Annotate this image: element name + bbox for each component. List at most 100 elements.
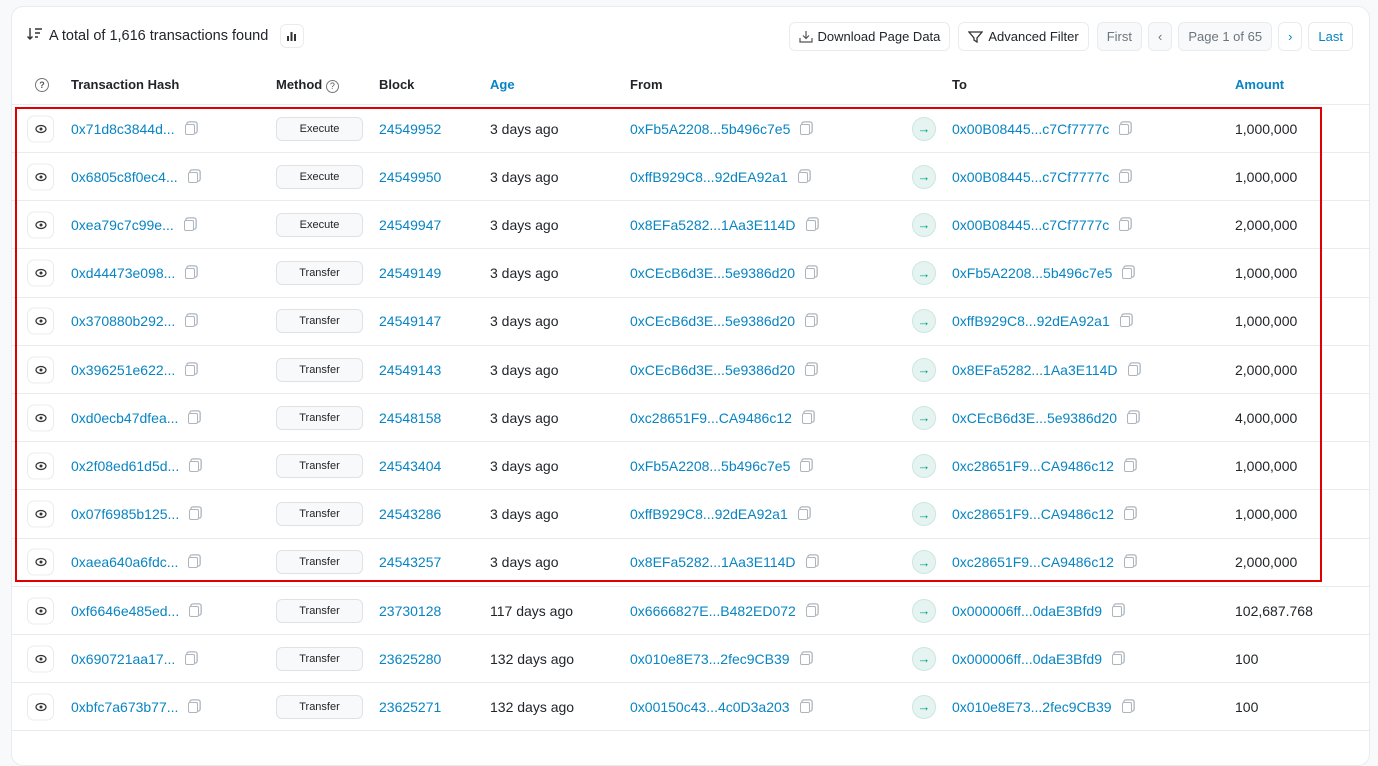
block-link[interactable]: 24543286 bbox=[379, 506, 442, 523]
copy-icon[interactable] bbox=[805, 364, 816, 376]
tx-hash-link[interactable]: 0xd44473e098... bbox=[71, 265, 176, 282]
copy-icon[interactable] bbox=[805, 316, 816, 328]
from-address-link[interactable]: 0xc28651F9...CA9486c12 bbox=[630, 409, 792, 426]
eye-icon[interactable] bbox=[27, 356, 54, 383]
to-address-link[interactable]: 0xc28651F9...CA9486c12 bbox=[952, 506, 1114, 523]
copy-icon[interactable] bbox=[1127, 412, 1138, 424]
from-address-link[interactable]: 0x00150c43...4c0D3a203 bbox=[630, 698, 790, 715]
col-amount[interactable]: Amount bbox=[1235, 77, 1285, 92]
from-address-link[interactable]: 0x8EFa5282...1Aa3E114D bbox=[630, 216, 796, 233]
copy-icon[interactable] bbox=[188, 557, 199, 569]
eye-icon[interactable] bbox=[27, 452, 54, 480]
col-age[interactable]: Age bbox=[490, 77, 515, 92]
tx-hash-link[interactable]: 0x71d8c3844d... bbox=[71, 120, 175, 137]
help-icon[interactable]: ? bbox=[35, 78, 49, 92]
tx-hash-link[interactable]: 0xf6646e485ed... bbox=[71, 602, 180, 619]
tx-hash-link[interactable]: 0x2f08ed61d5d... bbox=[71, 457, 180, 474]
copy-icon[interactable] bbox=[1122, 268, 1133, 280]
eye-icon[interactable] bbox=[27, 307, 54, 335]
copy-icon[interactable] bbox=[189, 605, 200, 617]
first-page-button[interactable]: First bbox=[1096, 22, 1142, 51]
copy-icon[interactable] bbox=[1119, 171, 1130, 183]
copy-icon[interactable] bbox=[185, 268, 196, 280]
eye-icon[interactable] bbox=[27, 693, 54, 721]
from-address-link[interactable]: 0xffB929C8...92dEA92a1 bbox=[630, 168, 788, 185]
to-address-link[interactable]: 0xc28651F9...CA9486c12 bbox=[952, 554, 1114, 571]
copy-icon[interactable] bbox=[1123, 557, 1134, 569]
to-address-link[interactable]: 0xFb5A2208...5b496c7e5 bbox=[952, 265, 1113, 282]
block-link[interactable]: 24549950 bbox=[379, 168, 442, 185]
copy-icon[interactable] bbox=[1111, 653, 1122, 665]
eye-icon[interactable] bbox=[27, 211, 54, 239]
to-address-link[interactable]: 0x8EFa5282...1Aa3E114D bbox=[952, 361, 1118, 378]
copy-icon[interactable] bbox=[805, 557, 816, 569]
eye-icon[interactable] bbox=[27, 645, 54, 673]
copy-icon[interactable] bbox=[185, 653, 196, 665]
next-page-button[interactable]: › bbox=[1278, 22, 1303, 51]
block-link[interactable]: 24549149 bbox=[379, 265, 442, 282]
advanced-filter-button[interactable]: Advanced Filter bbox=[958, 22, 1089, 51]
to-address-link[interactable]: 0x00B08445...c7Cf7777c bbox=[952, 216, 1110, 233]
eye-icon[interactable] bbox=[27, 597, 54, 624]
copy-icon[interactable] bbox=[805, 268, 816, 280]
to-address-link[interactable]: 0x00B08445...c7Cf7777c bbox=[952, 120, 1110, 137]
from-address-link[interactable]: 0xffB929C8...92dEA92a1 bbox=[630, 506, 788, 523]
block-link[interactable]: 24543404 bbox=[379, 457, 442, 474]
block-link[interactable]: 23625280 bbox=[379, 650, 442, 667]
copy-icon[interactable] bbox=[800, 460, 811, 472]
copy-icon[interactable] bbox=[183, 219, 194, 231]
eye-icon[interactable] bbox=[27, 548, 54, 576]
to-address-link[interactable]: 0x000006ff...0daE3Bfd9 bbox=[952, 650, 1102, 667]
tx-hash-link[interactable]: 0xea79c7c99e... bbox=[71, 216, 174, 233]
from-address-link[interactable]: 0x010e8E73...2fec9CB39 bbox=[630, 650, 790, 667]
block-link[interactable]: 24548158 bbox=[379, 409, 442, 426]
method-help-icon[interactable]: ? bbox=[325, 80, 339, 93]
block-link[interactable]: 24543257 bbox=[379, 554, 442, 571]
copy-icon[interactable] bbox=[189, 509, 200, 521]
copy-icon[interactable] bbox=[1119, 123, 1130, 135]
tx-hash-link[interactable]: 0xbfc7a673b77... bbox=[71, 698, 179, 715]
copy-icon[interactable] bbox=[801, 412, 812, 424]
copy-icon[interactable] bbox=[805, 605, 816, 617]
copy-icon[interactable] bbox=[1123, 509, 1134, 521]
copy-icon[interactable] bbox=[188, 701, 199, 713]
copy-icon[interactable] bbox=[1119, 316, 1130, 328]
block-link[interactable]: 23730128 bbox=[379, 602, 442, 619]
block-link[interactable]: 24549947 bbox=[379, 216, 442, 233]
eye-icon[interactable] bbox=[27, 500, 54, 528]
sort-desc-icon[interactable] bbox=[27, 27, 43, 45]
from-address-link[interactable]: 0xFb5A2208...5b496c7e5 bbox=[630, 120, 791, 137]
tx-hash-link[interactable]: 0xaea640a6fdc... bbox=[71, 554, 179, 571]
tx-hash-link[interactable]: 0x396251e622... bbox=[71, 361, 176, 378]
tx-hash-link[interactable]: 0x690721aa17... bbox=[71, 650, 176, 667]
tx-hash-link[interactable]: 0x6805c8f0ec4... bbox=[71, 168, 178, 185]
copy-icon[interactable] bbox=[800, 123, 811, 135]
block-link[interactable]: 24549952 bbox=[379, 120, 442, 137]
last-page-button[interactable]: Last bbox=[1308, 22, 1353, 51]
eye-icon[interactable] bbox=[27, 163, 54, 191]
to-address-link[interactable]: 0x00B08445...c7Cf7777c bbox=[952, 168, 1110, 185]
eye-icon[interactable] bbox=[27, 115, 54, 142]
to-address-link[interactable]: 0x010e8E73...2fec9CB39 bbox=[952, 698, 1112, 715]
copy-icon[interactable] bbox=[799, 701, 810, 713]
copy-icon[interactable] bbox=[187, 171, 198, 183]
eye-icon[interactable] bbox=[27, 404, 54, 432]
copy-icon[interactable] bbox=[185, 316, 196, 328]
download-page-data-button[interactable]: Download Page Data bbox=[788, 22, 951, 51]
tx-hash-link[interactable]: 0xd0ecb47dfea... bbox=[71, 409, 179, 426]
to-address-link[interactable]: 0xffB929C8...92dEA92a1 bbox=[952, 313, 1110, 330]
copy-icon[interactable] bbox=[188, 412, 199, 424]
from-address-link[interactable]: 0xCEcB6d3E...5e9386d20 bbox=[630, 361, 796, 378]
block-link[interactable]: 23625271 bbox=[379, 698, 442, 715]
eye-icon[interactable] bbox=[27, 259, 54, 287]
copy-icon[interactable] bbox=[185, 364, 196, 376]
copy-icon[interactable] bbox=[1123, 460, 1134, 472]
copy-icon[interactable] bbox=[797, 509, 808, 521]
to-address-link[interactable]: 0x000006ff...0daE3Bfd9 bbox=[952, 602, 1102, 619]
copy-icon[interactable] bbox=[799, 653, 810, 665]
from-address-link[interactable]: 0x8EFa5282...1Aa3E114D bbox=[630, 554, 796, 571]
to-address-link[interactable]: 0xc28651F9...CA9486c12 bbox=[952, 457, 1114, 474]
from-address-link[interactable]: 0x6666827E...B482ED072 bbox=[630, 602, 796, 619]
copy-icon[interactable] bbox=[184, 123, 195, 135]
block-link[interactable]: 24549143 bbox=[379, 361, 442, 378]
